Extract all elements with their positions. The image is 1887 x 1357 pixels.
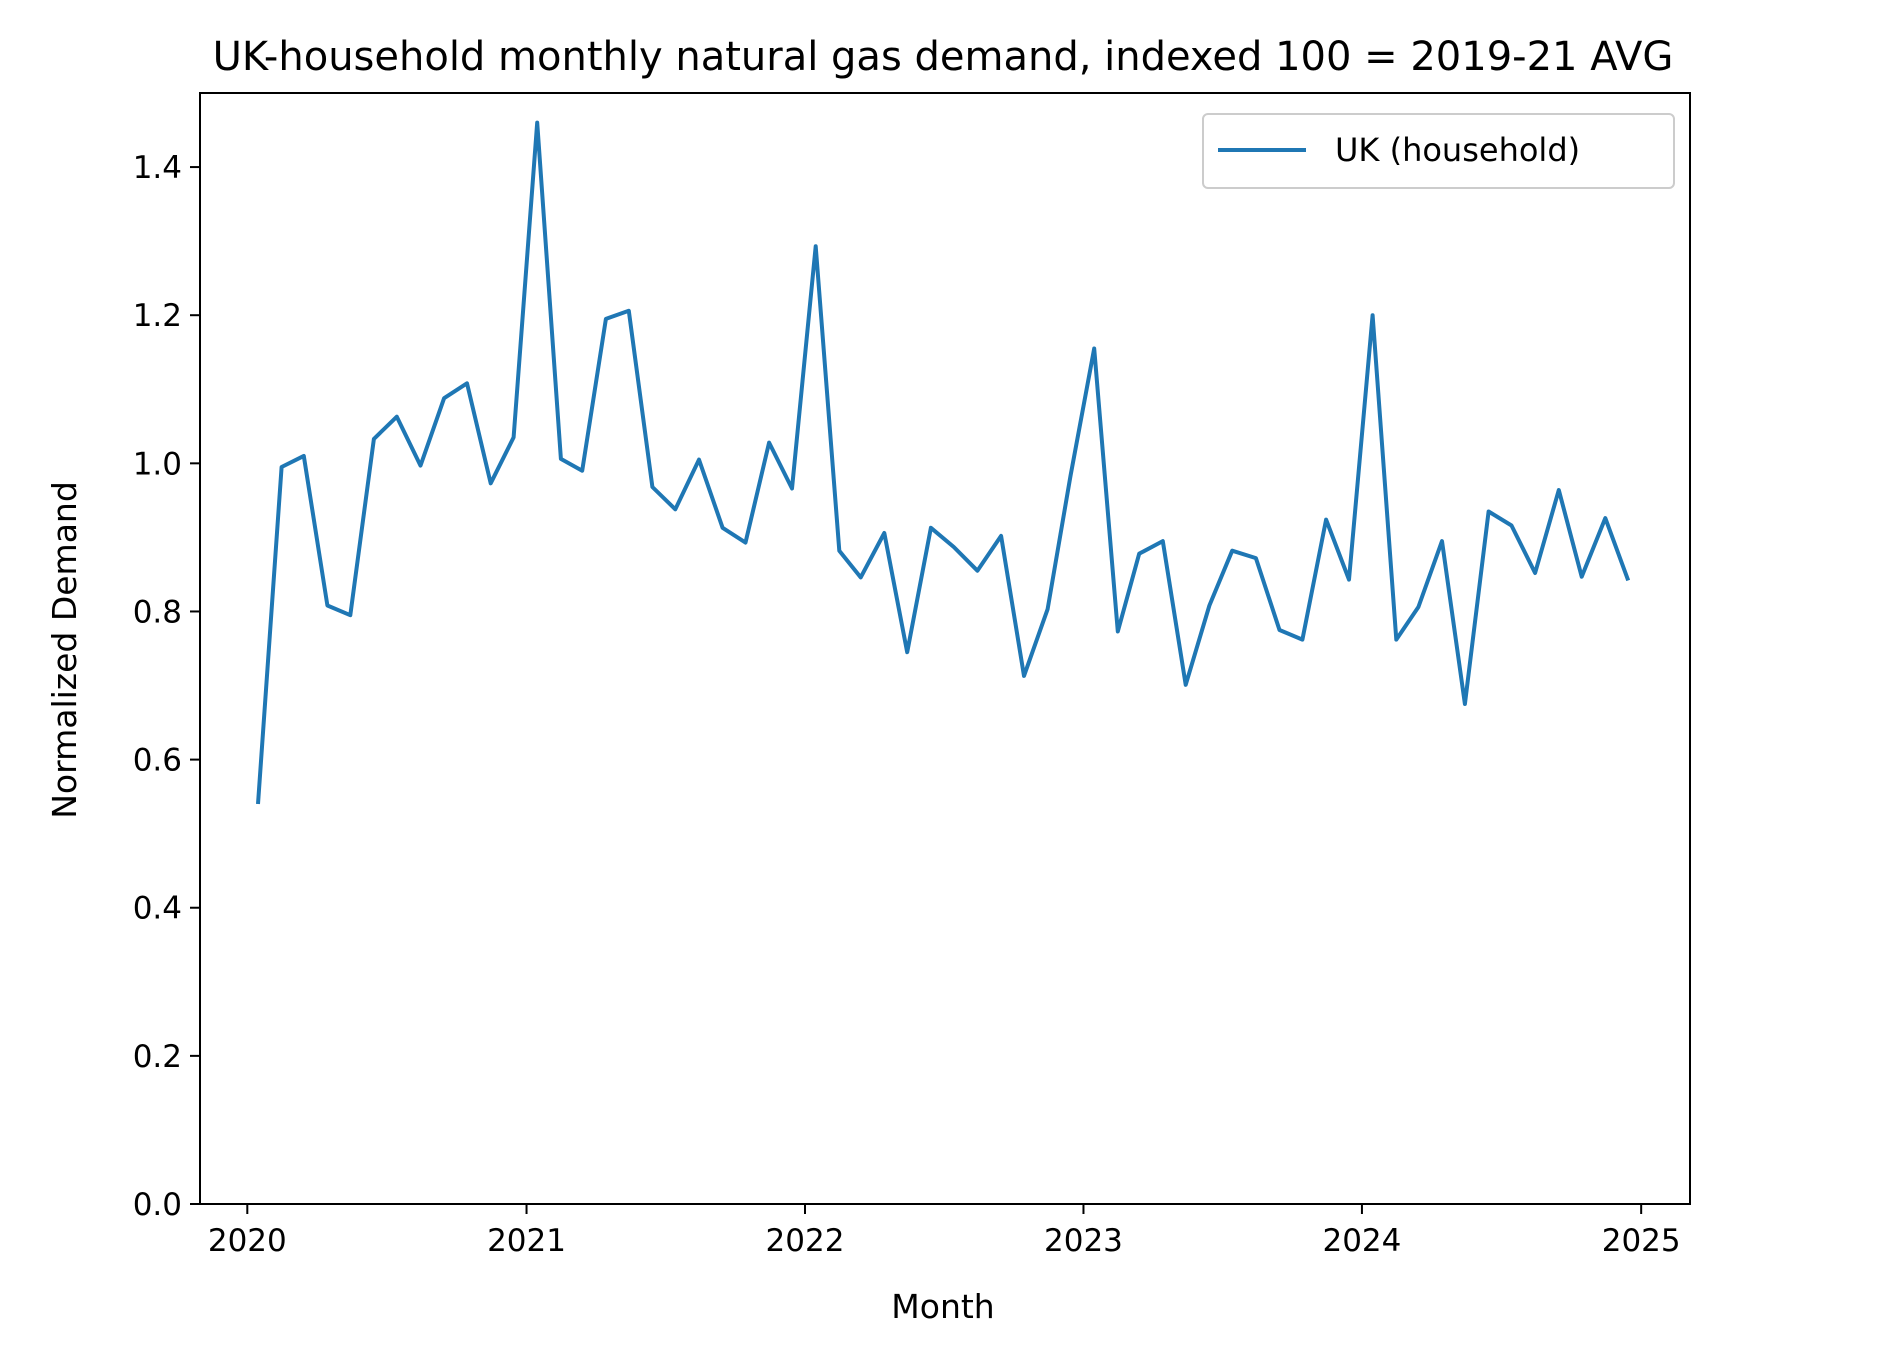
x-tick-label-2: 2022 bbox=[766, 1223, 845, 1259]
x-axis: 2020 2021 2022 2023 2024 2025 bbox=[208, 1204, 1681, 1259]
x-tick-label-3: 2023 bbox=[1044, 1223, 1123, 1259]
chart-title: UK-household monthly natural gas demand,… bbox=[213, 34, 1674, 80]
y-axis-label: Normalized Demand bbox=[45, 481, 84, 819]
series-line-0 bbox=[256, 120, 1631, 805]
y-tick-label-1: 0.2 bbox=[133, 1039, 182, 1075]
y-tick-label-4: 0.8 bbox=[133, 594, 182, 630]
x-tick-label-5: 2025 bbox=[1602, 1223, 1681, 1259]
x-tick-label-0: 2020 bbox=[208, 1223, 287, 1259]
y-tick-label-2: 0.4 bbox=[133, 891, 182, 927]
x-axis-label: Month bbox=[891, 1287, 994, 1326]
y-tick-label-3: 0.6 bbox=[133, 743, 182, 779]
x-tick-label-4: 2024 bbox=[1322, 1223, 1401, 1259]
y-tick-label-6: 1.2 bbox=[133, 298, 182, 334]
y-tick-label-7: 1.4 bbox=[133, 150, 182, 186]
plot-area bbox=[256, 120, 1631, 805]
legend: UK (household) bbox=[1202, 113, 1675, 189]
y-axis: 0.0 0.2 0.4 0.6 0.8 1.0 1.2 1.4 bbox=[133, 150, 200, 1223]
legend-box bbox=[1202, 113, 1675, 189]
y-tick-label-5: 1.0 bbox=[133, 446, 182, 482]
plot-frame bbox=[199, 92, 1691, 1205]
legend-label-uk-household: UK (household) bbox=[1335, 131, 1580, 169]
x-tick-label-1: 2021 bbox=[487, 1223, 566, 1259]
y-tick-label-0: 0.0 bbox=[133, 1187, 182, 1223]
